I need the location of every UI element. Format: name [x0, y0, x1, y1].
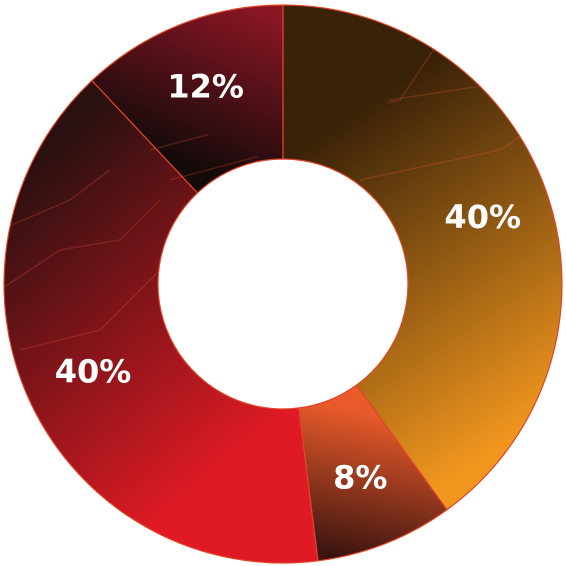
- slice-label-2: 8%: [333, 458, 387, 496]
- donut-slice-3: [3, 79, 319, 564]
- decorative-line-7: [3, 169, 111, 231]
- slice-label-4: 12%: [167, 68, 244, 106]
- decorative-line-5: [3, 199, 161, 291]
- slices-layer: [3, 4, 563, 564]
- slice-label-1: 40%: [444, 198, 521, 236]
- donut-slice-1: [282, 4, 563, 511]
- decorative-line-6: [19, 269, 161, 351]
- donut-slice-4: [91, 4, 284, 194]
- labels-layer: 40% 8% 40% 12%: [55, 68, 521, 497]
- slice-label-3: 40%: [55, 352, 132, 390]
